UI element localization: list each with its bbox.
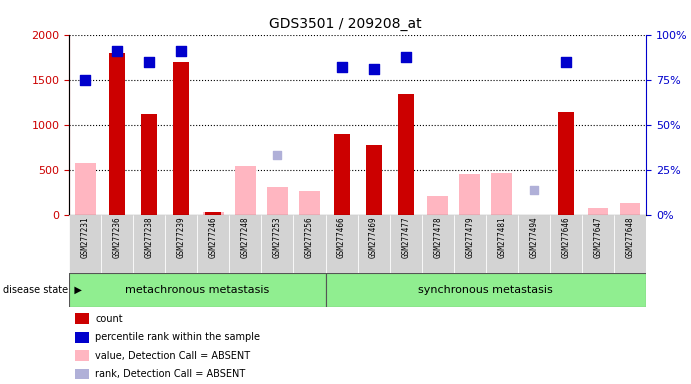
Text: GSM277478: GSM277478 — [433, 217, 442, 258]
Point — [112, 48, 123, 54]
Bar — [550, 215, 582, 273]
Bar — [198, 215, 229, 273]
Text: GSM277231: GSM277231 — [81, 217, 90, 258]
Point — [176, 48, 187, 54]
Text: value, Detection Call = ABSENT: value, Detection Call = ABSENT — [95, 351, 250, 361]
Bar — [69, 215, 101, 273]
Bar — [422, 215, 454, 273]
Bar — [486, 215, 518, 273]
Text: disease state  ▶: disease state ▶ — [3, 285, 82, 295]
Bar — [587, 208, 608, 215]
Bar — [299, 191, 320, 215]
Text: GSM277466: GSM277466 — [337, 217, 346, 258]
Bar — [267, 187, 288, 215]
Text: GSM277646: GSM277646 — [562, 217, 571, 258]
Bar — [101, 215, 133, 273]
Text: GSM277253: GSM277253 — [273, 217, 282, 258]
Text: GSM277648: GSM277648 — [625, 217, 634, 258]
Bar — [203, 212, 224, 215]
Bar — [165, 215, 198, 273]
Point — [272, 152, 283, 159]
Point — [79, 77, 91, 83]
Bar — [173, 62, 189, 215]
Point — [529, 187, 540, 193]
Text: GSM277238: GSM277238 — [144, 217, 153, 258]
Text: GSM277647: GSM277647 — [594, 217, 603, 258]
Bar — [261, 215, 294, 273]
Bar — [366, 145, 381, 215]
Text: GDS3501 / 209208_at: GDS3501 / 209208_at — [269, 17, 422, 31]
Bar — [75, 369, 89, 379]
Point — [144, 59, 155, 65]
Bar — [558, 112, 574, 215]
Point — [336, 64, 347, 70]
Point — [400, 54, 411, 60]
Bar — [75, 313, 89, 324]
Text: GSM277236: GSM277236 — [113, 217, 122, 258]
Bar — [69, 273, 325, 307]
Bar — [427, 196, 448, 215]
Bar — [109, 53, 125, 215]
Bar — [491, 173, 512, 215]
Bar — [133, 215, 165, 273]
Bar — [334, 134, 350, 215]
Text: GSM277246: GSM277246 — [209, 217, 218, 258]
Bar — [325, 273, 646, 307]
Bar — [325, 215, 358, 273]
Text: count: count — [95, 314, 123, 324]
Bar — [229, 215, 261, 273]
Text: percentile rank within the sample: percentile rank within the sample — [95, 332, 260, 342]
Text: GSM277248: GSM277248 — [241, 217, 250, 258]
Bar — [141, 114, 158, 215]
Bar — [235, 166, 256, 215]
Text: GSM277494: GSM277494 — [529, 217, 538, 258]
Bar — [460, 174, 480, 215]
Bar — [614, 215, 646, 273]
Text: synchronous metastasis: synchronous metastasis — [419, 285, 553, 295]
Text: metachronous metastasis: metachronous metastasis — [125, 285, 269, 295]
Bar — [454, 215, 486, 273]
Bar — [75, 163, 95, 215]
Text: GSM277256: GSM277256 — [305, 217, 314, 258]
Text: GSM277477: GSM277477 — [401, 217, 410, 258]
Point — [560, 59, 571, 65]
Bar — [358, 215, 390, 273]
Bar — [582, 215, 614, 273]
Bar — [205, 212, 221, 215]
Bar — [397, 94, 414, 215]
Bar — [620, 203, 641, 215]
Bar — [390, 215, 422, 273]
Text: GSM277469: GSM277469 — [369, 217, 378, 258]
Text: GSM277239: GSM277239 — [177, 217, 186, 258]
Text: GSM277479: GSM277479 — [465, 217, 474, 258]
Bar — [518, 215, 550, 273]
Text: rank, Detection Call = ABSENT: rank, Detection Call = ABSENT — [95, 369, 245, 379]
Point — [368, 66, 379, 72]
Bar — [75, 332, 89, 343]
Text: GSM277481: GSM277481 — [498, 217, 507, 258]
Bar — [75, 350, 89, 361]
Bar — [294, 215, 325, 273]
